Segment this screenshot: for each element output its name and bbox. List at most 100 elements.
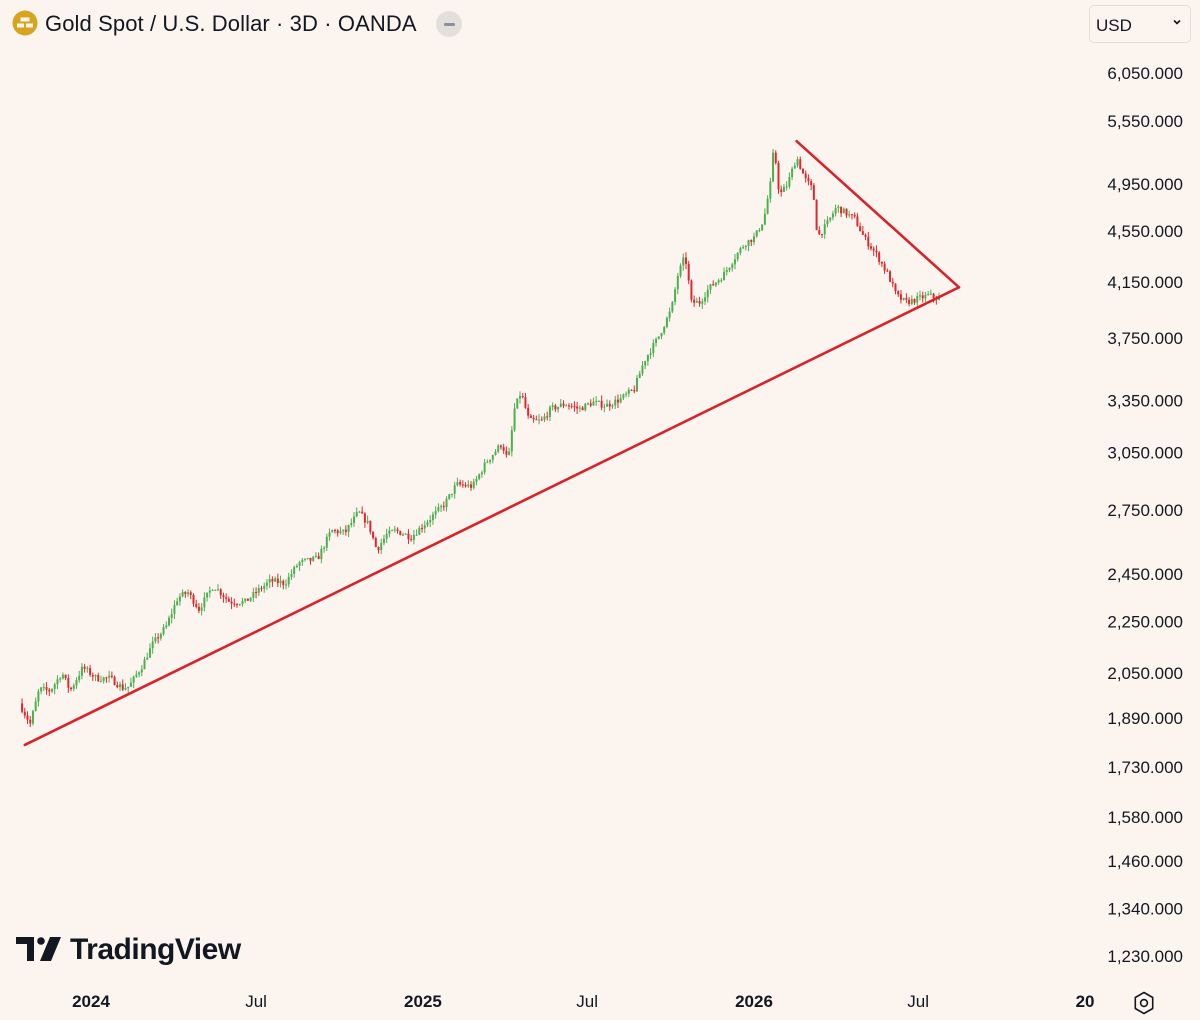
x-tick-label: 2026 xyxy=(735,992,773,1011)
trendline-resistance[interactable] xyxy=(795,139,961,289)
logo-text: TradingView xyxy=(70,933,241,966)
candle xyxy=(704,292,707,306)
candle xyxy=(450,493,453,498)
candle xyxy=(557,406,560,413)
collapse-legend-button[interactable] xyxy=(436,11,462,37)
candle xyxy=(374,536,377,548)
candle xyxy=(845,208,848,218)
candle xyxy=(467,480,470,488)
candle xyxy=(342,529,345,535)
gear-icon[interactable] xyxy=(1130,989,1158,1017)
candle xyxy=(587,402,590,406)
candle xyxy=(45,682,48,695)
time-axis[interactable]: 2024 Jul 2025 Jul 2026 Jul 20 xyxy=(72,992,1094,1011)
candle xyxy=(396,527,399,534)
candle xyxy=(53,682,56,695)
candle xyxy=(717,278,720,285)
candle xyxy=(59,676,62,683)
candle xyxy=(135,670,138,679)
candle xyxy=(274,576,277,583)
candle xyxy=(529,413,532,419)
candle xyxy=(483,458,486,475)
candle xyxy=(200,603,203,616)
y-tick-label: 1,460.000 xyxy=(1107,852,1183,871)
candle xyxy=(679,263,682,278)
candle xyxy=(325,533,328,552)
candle xyxy=(491,454,494,464)
candle xyxy=(714,282,717,288)
candle xyxy=(165,621,168,629)
candle xyxy=(891,277,894,288)
candle xyxy=(391,529,394,532)
candle xyxy=(67,674,70,693)
candle xyxy=(772,148,775,183)
candle xyxy=(796,156,799,168)
currency-select[interactable]: USD xyxy=(1089,5,1191,43)
candle xyxy=(627,387,630,397)
candle xyxy=(423,520,426,533)
candle xyxy=(350,518,353,528)
y-tick-label: 1,580.000 xyxy=(1107,808,1183,827)
candle xyxy=(355,507,358,518)
candle xyxy=(728,267,731,273)
chart-title[interactable]: Gold Spot / U.S. Dollar · 3D · OANDA xyxy=(45,11,417,36)
candle xyxy=(880,261,883,267)
candle xyxy=(897,290,900,297)
candle xyxy=(595,395,598,406)
candle xyxy=(576,401,579,415)
candle xyxy=(472,478,475,490)
candle xyxy=(230,597,233,610)
candle xyxy=(108,670,111,683)
y-tick-label: 1,230.000 xyxy=(1107,947,1183,966)
candle xyxy=(513,403,516,432)
candle xyxy=(265,579,268,590)
candle xyxy=(129,677,132,687)
candle xyxy=(353,512,356,527)
candle xyxy=(638,370,641,379)
candle xyxy=(791,166,794,181)
candle xyxy=(486,459,489,464)
candle xyxy=(404,533,407,535)
candle xyxy=(75,677,78,689)
candle xyxy=(382,534,385,546)
candle xyxy=(709,283,712,294)
candle xyxy=(361,506,364,514)
tradingview-logo[interactable]: TradingView xyxy=(16,930,241,970)
candle xyxy=(459,479,462,487)
candle xyxy=(929,289,932,296)
candle xyxy=(31,709,34,726)
candle xyxy=(600,395,603,411)
candle xyxy=(850,213,853,220)
candle xyxy=(597,400,600,403)
candle xyxy=(565,403,568,407)
candle xyxy=(927,290,930,296)
candle xyxy=(532,415,535,423)
candle xyxy=(154,633,157,644)
y-tick-label: 1,730.000 xyxy=(1107,758,1183,777)
candle xyxy=(606,399,609,407)
candle xyxy=(225,593,228,604)
candle xyxy=(559,399,562,408)
candle xyxy=(211,589,214,592)
price-axis[interactable]: 6,050.000 5,550.000 4,950.000 4,550.000 4,15… xyxy=(1107,64,1183,966)
gold-bars-icon[interactable] xyxy=(12,10,38,36)
candle xyxy=(358,510,361,513)
candle xyxy=(516,398,519,410)
candle xyxy=(336,529,339,537)
candle xyxy=(214,589,217,591)
candle xyxy=(693,295,696,307)
candle xyxy=(399,530,402,536)
candle xyxy=(453,481,456,499)
candle xyxy=(810,179,813,191)
candle xyxy=(867,231,870,250)
candle xyxy=(255,587,258,599)
candle xyxy=(238,603,241,606)
candle xyxy=(148,643,151,659)
candle xyxy=(29,715,32,728)
trendline-support[interactable] xyxy=(23,286,961,747)
candle xyxy=(799,156,802,170)
candle xyxy=(916,292,919,308)
candle xyxy=(733,253,736,270)
candle xyxy=(905,293,908,304)
